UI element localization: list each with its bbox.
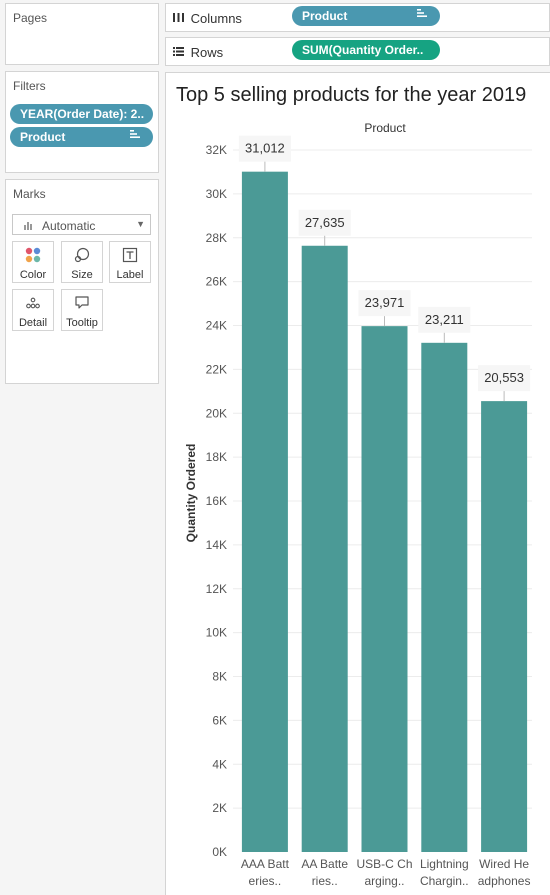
data-label-box <box>298 209 351 236</box>
detail-icon <box>13 294 53 316</box>
column-header: Product <box>364 121 406 135</box>
columns-icon <box>173 11 187 26</box>
text-label-icon <box>110 246 150 268</box>
x-axis-ticks: AAA Batt eries.. AA Batte ries.. USB-C Ch arg… <box>241 857 531 888</box>
mark-type-dropdown[interactable]: Automatic ▼ <box>12 214 151 235</box>
y-tick-label: 22K <box>206 362 227 376</box>
size-button-label: Size <box>71 269 93 281</box>
y-tick-label: 10K <box>206 626 227 640</box>
rows-shelf-label: Rows <box>173 45 223 60</box>
bar-chart-icon <box>24 220 34 233</box>
y-tick-label: 16K <box>206 494 227 508</box>
data-label: 27,635 <box>305 215 345 230</box>
chevron-down-icon: ▼ <box>136 219 145 229</box>
y-tick-label: 32K <box>206 143 227 157</box>
marks-title: Marks <box>13 187 46 201</box>
tooltip-button[interactable]: Tooltip <box>61 289 103 331</box>
filter-pill-product-label: Product <box>20 130 66 144</box>
tooltip-icon <box>62 294 102 316</box>
filter-pill-product[interactable]: Product <box>10 127 153 147</box>
y-tick-label: 18K <box>206 450 227 464</box>
y-tick-label: 6K <box>212 713 227 727</box>
data-label: 23,971 <box>365 295 405 310</box>
y-axis-ticks: 0K 2K 4K 6K 8K 10K 12K 14K 16K 18K 20K 22K 24K 26K 28K… <box>206 143 227 859</box>
size-button[interactable]: Size <box>61 241 103 283</box>
rows-pill-quantity[interactable]: SUM(Quantity Order.. <box>292 40 440 60</box>
data-label-box <box>358 290 411 317</box>
rows-pill-label: SUM(Quantity Order.. <box>302 43 424 57</box>
bar[interactable] <box>481 401 528 852</box>
x-tick-label: Lightning Chargin.. <box>420 857 469 888</box>
bars <box>241 171 528 852</box>
y-tick-label: 4K <box>212 757 227 771</box>
label-button[interactable]: Label <box>109 241 151 283</box>
bar[interactable] <box>361 326 408 852</box>
color-button-label: Color <box>19 269 47 281</box>
y-tick-label: 26K <box>206 275 227 289</box>
columns-label-text: Columns <box>190 11 242 26</box>
detail-button[interactable]: Detail <box>12 289 54 331</box>
y-tick-label: 14K <box>206 538 227 552</box>
data-label: 20,553 <box>484 370 524 385</box>
sort-descending-icon <box>416 6 428 26</box>
y-tick-label: 8K <box>212 670 227 684</box>
tooltip-button-label: Tooltip <box>66 317 98 329</box>
detail-button-label: Detail <box>18 317 48 329</box>
y-tick-label: 20K <box>206 406 227 420</box>
y-axis-title: Quantity Ordered <box>184 444 198 543</box>
y-tick-label: 24K <box>206 319 227 333</box>
rows-label-text: Rows <box>190 45 224 60</box>
x-tick-label: USB-C Ch arging.. <box>356 857 412 888</box>
bar[interactable] <box>421 342 468 852</box>
columns-shelf-label: Columns <box>173 11 242 26</box>
data-label-box <box>418 306 471 333</box>
filters-title: Filters <box>13 79 46 93</box>
y-tick-label: 12K <box>206 582 227 596</box>
size-icon <box>62 246 102 268</box>
color-button[interactable]: Color <box>12 241 54 283</box>
data-label-box <box>238 135 291 162</box>
data-label: 31,012 <box>245 141 285 156</box>
columns-pill-label: Product <box>302 9 348 23</box>
data-labels: 31,012 27,635 23,971 23,211 20,553 <box>238 135 531 402</box>
y-tick-label: 28K <box>206 231 227 245</box>
color-icon <box>13 246 53 268</box>
y-tick-label: 2K <box>212 801 227 815</box>
bar[interactable] <box>241 171 288 852</box>
data-label: 23,211 <box>425 312 464 327</box>
y-tick-label: 30K <box>206 187 227 201</box>
mark-type-value: Automatic <box>42 219 96 233</box>
y-tick-label: 0K <box>212 845 227 859</box>
filter-pill-year-label: YEAR(Order Date): 2.. <box>20 107 145 121</box>
bar[interactable] <box>301 245 348 852</box>
data-label-box <box>478 365 531 392</box>
pages-title: Pages <box>13 11 48 25</box>
label-button-label: Label <box>116 269 144 281</box>
x-tick-label: Wired He adphones <box>478 857 531 888</box>
filter-pill-year[interactable]: YEAR(Order Date): 2.. <box>10 104 153 124</box>
sort-descending-icon <box>129 127 141 147</box>
x-tick-label: AA Batte ries.. <box>301 857 348 888</box>
columns-pill-product[interactable]: Product <box>292 6 440 26</box>
x-tick-label: AAA Batt eries.. <box>241 857 290 888</box>
pages-card: Pages <box>5 3 159 65</box>
rows-icon <box>173 45 187 60</box>
chart-title: Top 5 selling products for the year 2019 <box>176 84 527 106</box>
